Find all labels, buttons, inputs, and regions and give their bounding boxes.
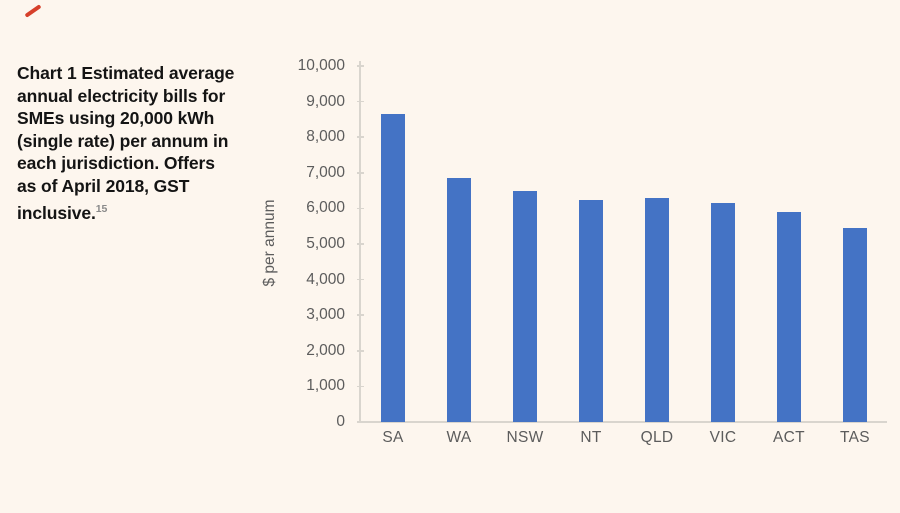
x-axis-label-TAS: TAS — [840, 429, 870, 446]
chart-title-line: SMEs using 20,000 kWh — [17, 108, 215, 129]
y-axis-tick-label: 10,000 — [297, 57, 345, 74]
chart-title: Chart 1 Estimated average annual electri… — [17, 62, 277, 224]
footnote-reference: 15 — [95, 202, 108, 215]
x-axis-label-SA: SA — [382, 429, 404, 446]
x-axis-line — [359, 421, 887, 423]
y-axis-tick-label: 1,000 — [306, 377, 345, 395]
y-axis-line — [359, 61, 361, 422]
x-axis-label-ACT: ACT — [773, 429, 805, 446]
bar-VIC — [711, 203, 735, 422]
y-axis-tick-label: 0 — [336, 413, 345, 430]
red-pen-mark — [24, 4, 42, 18]
y-axis-tick-label: 8,000 — [306, 128, 345, 146]
y-axis-tick-label: 3,000 — [306, 306, 345, 324]
y-axis-tick-label: 7,000 — [306, 163, 345, 181]
x-axis-label-NSW: NSW — [506, 429, 544, 446]
chart-title-line: each jurisdiction. Offers — [17, 153, 215, 174]
y-axis-tick — [357, 100, 364, 103]
bar-SA — [381, 114, 405, 422]
y-axis-tick — [357, 243, 364, 245]
bar-NT — [579, 199, 603, 422]
chart-title-line: (single rate) per annum in — [17, 130, 229, 151]
y-axis-tick — [357, 278, 364, 281]
y-axis-tick — [357, 172, 364, 174]
bar-WA — [447, 178, 471, 422]
y-axis-tick — [357, 350, 364, 352]
x-axis-label-QLD: QLD — [640, 429, 674, 446]
chart-title-line: Chart 1 Estimated average — [17, 63, 235, 83]
y-axis-tick — [357, 314, 364, 316]
x-axis-label-VIC: VIC — [709, 429, 737, 446]
chart-title-line: as of April 2018, GST — [17, 175, 190, 196]
bar-ACT — [777, 211, 801, 422]
y-axis-tick-label: 5,000 — [306, 235, 345, 252]
y-axis-tick — [357, 421, 364, 423]
x-axis-label-WA: WA — [446, 429, 472, 446]
y-axis-tick — [357, 65, 364, 67]
y-axis-tick — [357, 385, 364, 388]
chart-title-line: inclusive. — [17, 202, 96, 223]
chart-title-line: annual electricity bills for — [17, 85, 226, 106]
chart-title-last-line: inclusive.15 — [17, 198, 277, 224]
bar-NSW — [513, 190, 537, 422]
x-axis-label-NT: NT — [580, 429, 602, 446]
y-axis-tick — [357, 207, 364, 210]
y-axis-tick-label: 4,000 — [306, 270, 345, 288]
y-axis-tick-label: 2,000 — [306, 341, 345, 359]
bar-QLD — [645, 197, 669, 422]
bar-TAS — [843, 227, 867, 422]
y-axis-tick-label: 9,000 — [306, 92, 345, 110]
y-axis-tick — [357, 136, 364, 138]
y-axis-tick-label: 6,000 — [306, 199, 345, 217]
